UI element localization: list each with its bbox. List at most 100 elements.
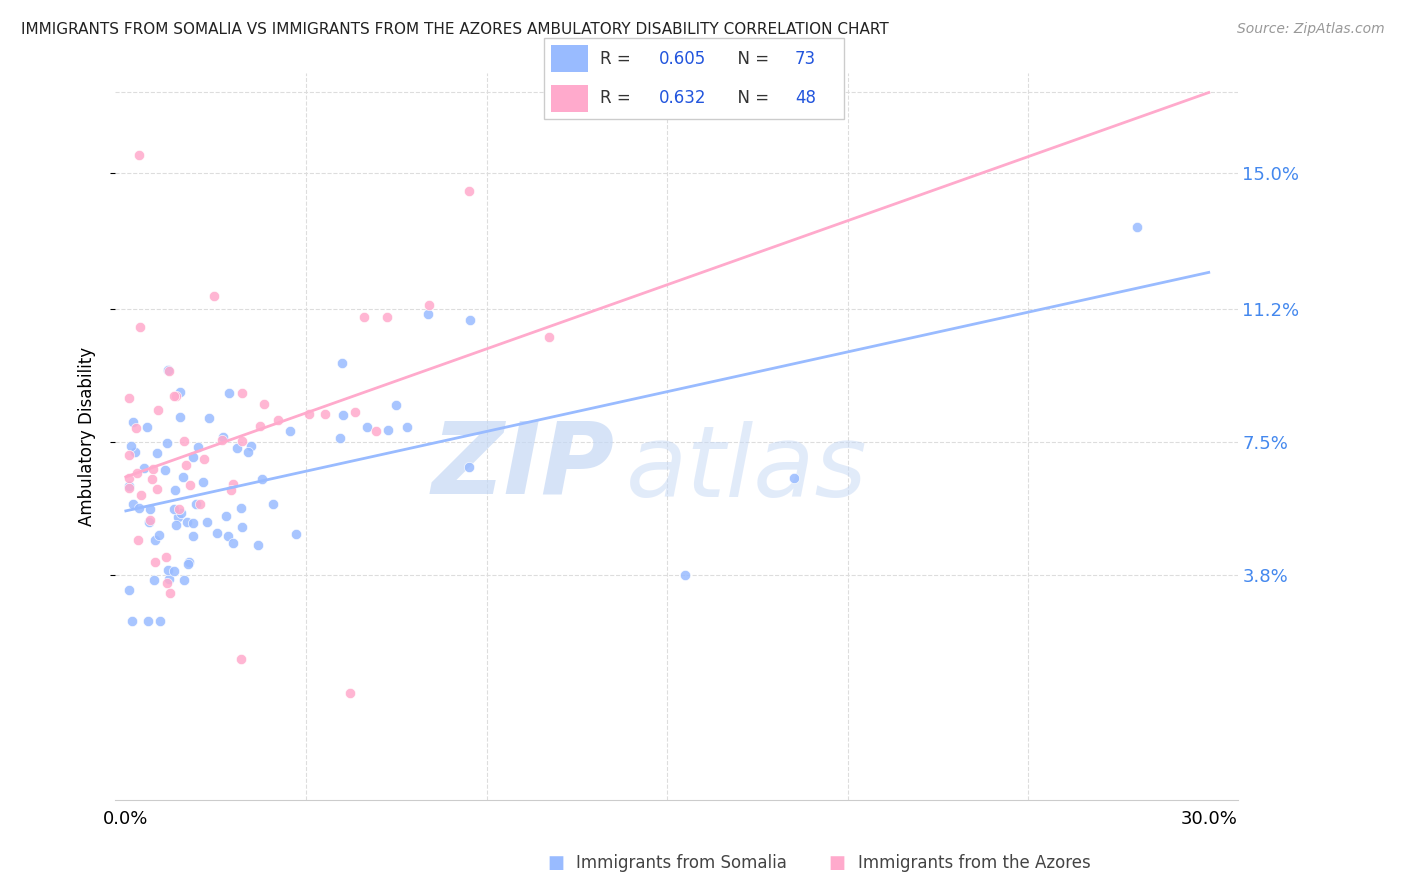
- Point: [330, 356, 353, 370]
- Point: [169, 409, 191, 424]
- Point: [142, 462, 165, 476]
- Point: [314, 408, 336, 422]
- Point: [173, 434, 195, 448]
- Point: [395, 420, 418, 434]
- Point: [191, 475, 214, 489]
- Point: [195, 515, 218, 529]
- FancyBboxPatch shape: [551, 85, 588, 112]
- Point: [149, 614, 172, 628]
- Point: [139, 502, 162, 516]
- Point: [139, 513, 162, 527]
- Point: [121, 614, 143, 628]
- Point: [176, 516, 198, 530]
- Point: [138, 515, 160, 529]
- Point: [356, 420, 378, 434]
- Point: [184, 497, 207, 511]
- Text: Immigrants from the Azores: Immigrants from the Azores: [858, 855, 1091, 872]
- Point: [188, 497, 211, 511]
- Point: [217, 529, 239, 543]
- Point: [211, 433, 233, 447]
- Point: [458, 313, 481, 327]
- Point: [202, 289, 225, 303]
- Point: [170, 506, 193, 520]
- Point: [231, 385, 253, 400]
- Point: [136, 614, 159, 628]
- Point: [163, 502, 186, 516]
- Point: [218, 385, 240, 400]
- Text: N =: N =: [727, 50, 775, 68]
- Point: [145, 445, 167, 459]
- Point: [148, 403, 170, 417]
- Point: [339, 686, 361, 700]
- Point: [163, 564, 186, 578]
- Point: [457, 184, 479, 198]
- Point: [214, 509, 236, 524]
- Point: [249, 419, 271, 434]
- Point: [141, 472, 163, 486]
- Point: [165, 483, 187, 497]
- Point: [181, 450, 204, 464]
- Point: [1125, 220, 1147, 235]
- Point: [165, 518, 187, 533]
- Point: [229, 651, 252, 665]
- Point: [231, 520, 253, 534]
- Point: [118, 583, 141, 598]
- Point: [219, 483, 242, 497]
- Text: ■: ■: [547, 855, 564, 872]
- Point: [153, 463, 176, 477]
- Point: [127, 533, 149, 548]
- Point: [128, 148, 150, 162]
- Point: [127, 466, 149, 480]
- Point: [118, 449, 141, 463]
- Point: [229, 500, 252, 515]
- Point: [148, 528, 170, 542]
- Text: Immigrants from Somalia: Immigrants from Somalia: [576, 855, 787, 872]
- Point: [128, 500, 150, 515]
- Point: [262, 497, 284, 511]
- Text: R =: R =: [600, 89, 636, 107]
- Text: 48: 48: [794, 89, 815, 107]
- Point: [128, 320, 150, 334]
- Point: [673, 567, 696, 582]
- Point: [118, 482, 141, 496]
- Point: [132, 461, 155, 475]
- Y-axis label: Ambulatory Disability: Ambulatory Disability: [79, 347, 96, 526]
- FancyBboxPatch shape: [551, 45, 588, 72]
- Point: [120, 439, 142, 453]
- Point: [118, 391, 141, 405]
- Point: [121, 497, 143, 511]
- Point: [156, 363, 179, 377]
- Point: [240, 439, 263, 453]
- Point: [222, 535, 245, 549]
- Text: atlas: atlas: [626, 421, 868, 518]
- Point: [385, 398, 408, 412]
- Point: [193, 452, 215, 467]
- Text: 0.605: 0.605: [659, 50, 706, 68]
- Point: [159, 585, 181, 599]
- Point: [177, 557, 200, 571]
- Point: [156, 563, 179, 577]
- Point: [181, 529, 204, 543]
- Point: [364, 424, 387, 438]
- Point: [537, 330, 560, 344]
- Point: [344, 404, 367, 418]
- Point: [252, 473, 274, 487]
- Point: [353, 310, 375, 324]
- Point: [169, 385, 191, 400]
- Text: IMMIGRANTS FROM SOMALIA VS IMMIGRANTS FROM THE AZORES AMBULATORY DISABILITY CORR: IMMIGRANTS FROM SOMALIA VS IMMIGRANTS FR…: [21, 22, 889, 37]
- Point: [329, 432, 352, 446]
- Text: N =: N =: [727, 89, 775, 107]
- Text: R =: R =: [600, 50, 636, 68]
- Point: [118, 479, 141, 493]
- Point: [156, 575, 179, 590]
- Point: [285, 527, 308, 541]
- Text: 73: 73: [794, 50, 815, 68]
- Point: [222, 476, 245, 491]
- Point: [143, 533, 166, 547]
- Point: [156, 435, 179, 450]
- Point: [253, 397, 276, 411]
- Point: [211, 430, 233, 444]
- Point: [226, 441, 249, 455]
- Point: [298, 407, 321, 421]
- Text: ZIP: ZIP: [432, 417, 614, 514]
